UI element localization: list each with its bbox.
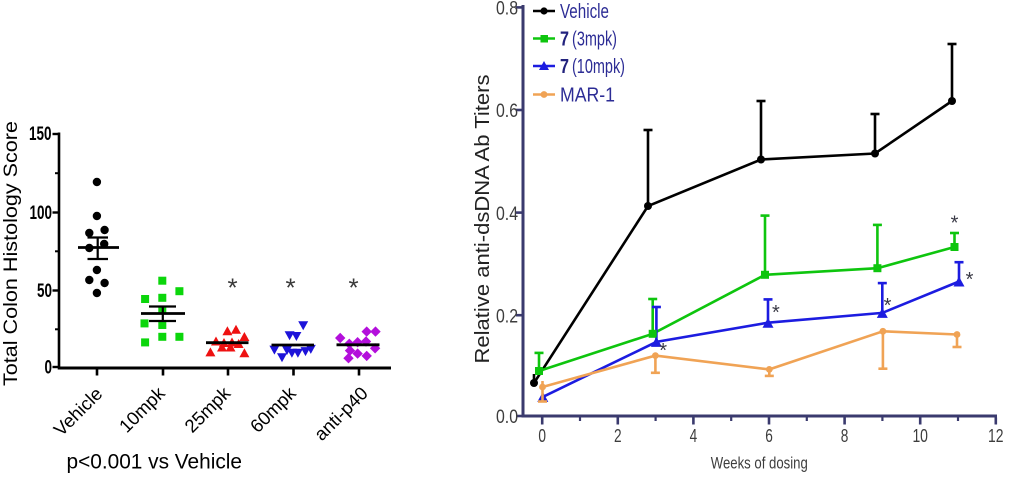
svg-text:Total Colon Histology Score: Total Colon Histology Score — [0, 121, 22, 386]
svg-text:6: 6 — [765, 426, 773, 446]
svg-text:*: * — [951, 213, 959, 235]
svg-text:0.6: 0.6 — [496, 100, 518, 122]
svg-text:100: 100 — [30, 203, 53, 224]
svg-text:50: 50 — [37, 281, 52, 302]
svg-text:0.8: 0.8 — [496, 0, 518, 20]
svg-text:7: 7 — [560, 29, 569, 51]
svg-text:(3mpk): (3mpk) — [572, 29, 617, 51]
svg-text:Relative anti-dsDNA Ab Titers: Relative anti-dsDNA Ab Titers — [472, 75, 494, 364]
svg-text:12: 12 — [988, 426, 1004, 446]
svg-text:0: 0 — [45, 358, 53, 379]
svg-text:*: * — [227, 273, 237, 303]
svg-text:p<0.001 vs Vehicle: p<0.001 vs Vehicle — [67, 451, 243, 474]
svg-text:Weeks of dosing: Weeks of dosing — [711, 454, 808, 473]
svg-text:*: * — [772, 302, 780, 324]
svg-text:*: * — [966, 269, 974, 291]
svg-text:0: 0 — [538, 426, 546, 446]
svg-text:150: 150 — [29, 124, 52, 145]
svg-text:(10mpk): (10mpk) — [572, 56, 625, 78]
svg-text:4: 4 — [690, 426, 698, 446]
svg-text:*: * — [285, 273, 295, 303]
svg-text:0.4: 0.4 — [496, 203, 518, 225]
svg-text:0.2: 0.2 — [496, 305, 518, 327]
svg-text:8: 8 — [841, 426, 849, 446]
svg-text:*: * — [659, 340, 667, 362]
svg-text:*: * — [884, 295, 892, 317]
svg-text:10: 10 — [912, 426, 928, 446]
svg-text:7: 7 — [560, 56, 569, 78]
svg-text:2: 2 — [614, 426, 622, 446]
svg-text:*: * — [349, 273, 359, 303]
svg-text:Vehicle: Vehicle — [560, 1, 609, 23]
svg-text:MAR-1: MAR-1 — [560, 85, 615, 107]
svg-text:0.0: 0.0 — [496, 406, 518, 428]
